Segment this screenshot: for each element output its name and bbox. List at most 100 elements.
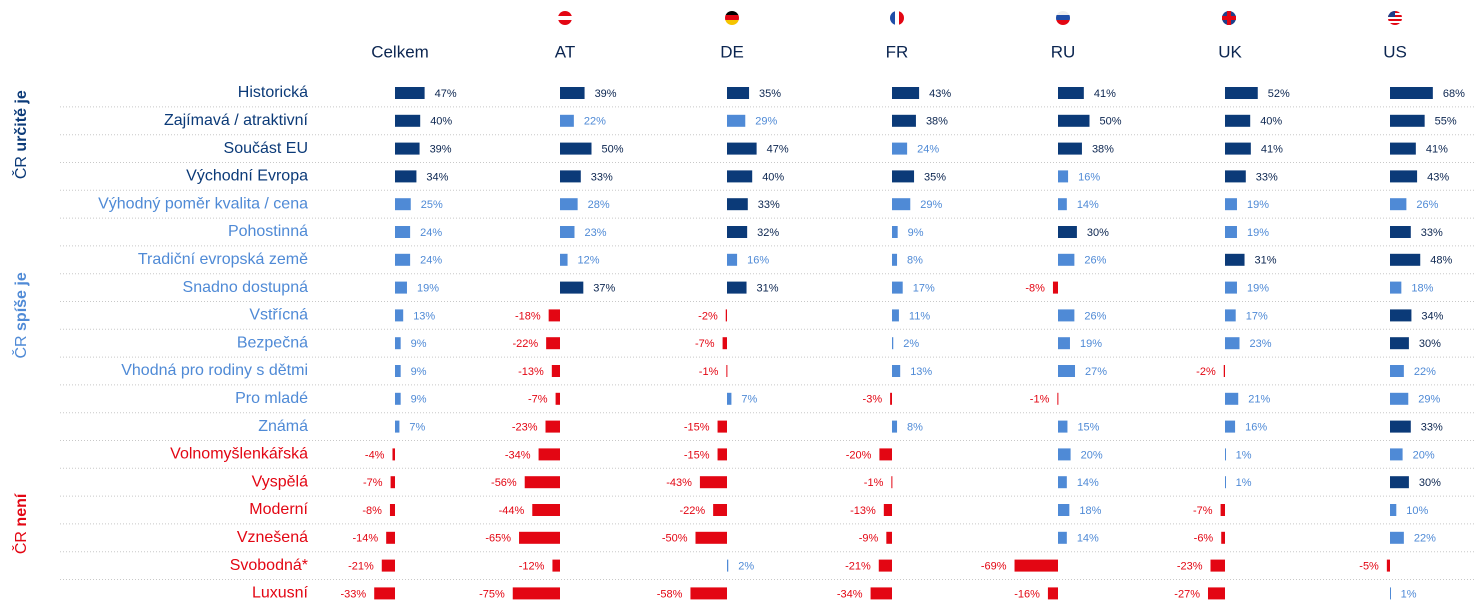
- bar: [1058, 448, 1071, 461]
- value-label: 14%: [1077, 477, 1099, 489]
- value-label: 14%: [1077, 199, 1099, 211]
- value-label: 50%: [1100, 116, 1122, 128]
- value-label: 34%: [426, 171, 448, 183]
- value-label: -22%: [679, 505, 705, 517]
- value-label: 22%: [1414, 533, 1436, 545]
- row-label: Volnomyšlenkářská: [170, 446, 308, 463]
- bar: [1225, 281, 1237, 294]
- bar: [878, 559, 892, 572]
- bar: [560, 170, 581, 183]
- value-label: 13%: [413, 310, 435, 322]
- bar: [892, 170, 915, 183]
- value-label: 16%: [1078, 171, 1100, 183]
- value-label: 9%: [908, 227, 924, 239]
- bar: [392, 448, 395, 461]
- bar: [395, 226, 411, 238]
- bar: [699, 476, 727, 489]
- value-label: 20%: [1413, 449, 1435, 461]
- bar: [395, 337, 401, 350]
- value-label: 16%: [1245, 422, 1267, 434]
- value-label: -22%: [512, 338, 538, 350]
- value-label: 50%: [602, 144, 624, 156]
- row-label: Zajímavá / atraktivní: [164, 112, 309, 129]
- bar: [1225, 114, 1251, 127]
- bar: [879, 448, 892, 461]
- column-header: AT: [555, 42, 575, 61]
- group-prefix: ČR: [11, 531, 30, 554]
- value-label: 47%: [435, 88, 457, 100]
- bar: [1225, 420, 1236, 433]
- value-label: 9%: [411, 366, 427, 378]
- bar: [538, 448, 560, 461]
- flags: [558, 11, 1402, 25]
- value-label: 68%: [1443, 88, 1465, 100]
- bar: [717, 420, 727, 433]
- column-header: US: [1383, 42, 1407, 61]
- bar: [1210, 559, 1225, 572]
- value-label: 19%: [1247, 283, 1269, 295]
- value-label: -21%: [348, 561, 374, 573]
- bar: [386, 531, 395, 544]
- row-label: Snadno dostupná: [183, 279, 309, 296]
- flag-us: [1388, 11, 1402, 25]
- bar: [1390, 87, 1433, 99]
- bar: [717, 448, 727, 461]
- value-label: 40%: [1260, 116, 1282, 128]
- bar: [1390, 114, 1425, 127]
- group-prefix: ČR: [11, 156, 30, 179]
- value-label: 38%: [1092, 144, 1114, 156]
- value-label: -9%: [859, 533, 879, 545]
- value-label: 48%: [1430, 255, 1452, 267]
- value-label: 30%: [1087, 227, 1109, 239]
- value-label: 32%: [757, 227, 779, 239]
- value-label: 27%: [1085, 366, 1107, 378]
- value-label: 23%: [1249, 338, 1271, 350]
- bar: [1058, 476, 1067, 489]
- bar: [1052, 281, 1058, 294]
- bar: [1058, 198, 1067, 211]
- bar: [395, 309, 404, 322]
- value-label: -75%: [479, 588, 505, 600]
- bar: [1225, 309, 1236, 322]
- value-label: -3%: [863, 394, 883, 406]
- bar: [722, 337, 727, 350]
- group-emphasis: spíše je: [13, 272, 30, 331]
- value-label: 16%: [747, 255, 769, 267]
- bar: [555, 392, 560, 405]
- bar: [870, 587, 892, 600]
- column-header: DE: [720, 42, 744, 61]
- value-label: 24%: [420, 227, 442, 239]
- row-label: Tradiční evropská země: [138, 251, 308, 268]
- bar: [374, 587, 395, 600]
- value-label: 38%: [926, 116, 948, 128]
- flag-fr: [890, 11, 904, 25]
- bar: [1047, 587, 1058, 600]
- value-label: -56%: [491, 477, 517, 489]
- value-label: 20%: [1081, 449, 1103, 461]
- value-label: 26%: [1416, 199, 1438, 211]
- bar: [560, 114, 574, 127]
- bar: [1221, 531, 1225, 544]
- bar: [1058, 226, 1077, 238]
- bar: [1207, 587, 1225, 600]
- value-label: 19%: [1247, 227, 1269, 239]
- bar: [395, 281, 407, 294]
- value-label: 10%: [1406, 505, 1428, 517]
- bar: [395, 142, 420, 155]
- value-label: 33%: [1256, 171, 1278, 183]
- bar: [519, 531, 560, 544]
- bar: [725, 309, 727, 322]
- bar: [1390, 337, 1409, 350]
- bar: [1058, 114, 1090, 127]
- row-label: Historická: [238, 84, 308, 101]
- value-label: 31%: [757, 283, 779, 295]
- bar: [1225, 226, 1237, 238]
- row-label: Vznešená: [237, 529, 308, 546]
- value-label: 14%: [1077, 533, 1099, 545]
- bar: [395, 87, 425, 99]
- value-label: 21%: [1248, 394, 1270, 406]
- bar: [727, 392, 732, 405]
- value-label: 9%: [411, 394, 427, 406]
- value-label: -21%: [845, 561, 871, 573]
- bar: [713, 504, 727, 516]
